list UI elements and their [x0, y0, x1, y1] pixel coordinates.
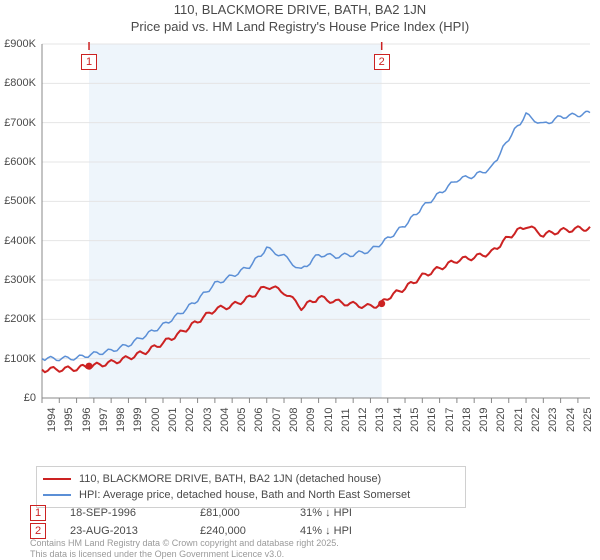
- y-tick-label: £200K: [0, 313, 36, 325]
- x-tick-label: 2019: [478, 408, 490, 432]
- sale-price: £81,000: [200, 507, 300, 519]
- x-tick-label: 2006: [253, 408, 265, 432]
- footer: Contains HM Land Registry data © Crown c…: [30, 538, 339, 560]
- x-tick-label: 2002: [184, 408, 196, 432]
- sale-marker: 1: [30, 505, 46, 521]
- x-tick-label: 2010: [323, 408, 335, 432]
- y-tick-label: £600K: [0, 156, 36, 168]
- x-tick-label: 1997: [98, 408, 110, 432]
- x-tick-label: 2025: [582, 408, 594, 432]
- sale-price: £240,000: [200, 525, 300, 537]
- x-tick-label: 1998: [115, 408, 127, 432]
- x-tick-label: 2018: [461, 408, 473, 432]
- y-tick-label: £300K: [0, 274, 36, 286]
- x-tick-label: 1995: [63, 408, 75, 432]
- sale-row: 1 18-SEP-1996 £81,000 31% ↓ HPI: [30, 504, 420, 522]
- legend-swatch: [43, 494, 71, 496]
- x-tick-label: 2007: [271, 408, 283, 432]
- x-tick-label: 2016: [426, 408, 438, 432]
- x-tick-label: 1996: [81, 408, 93, 432]
- x-tick-label: 2022: [530, 408, 542, 432]
- legend-item: 110, BLACKMORE DRIVE, BATH, BA2 1JN (det…: [43, 471, 459, 487]
- x-tick-label: 2013: [374, 408, 386, 432]
- sale-date: 23-AUG-2013: [70, 525, 200, 537]
- x-tick-label: 2023: [547, 408, 559, 432]
- chart-marker: 1: [81, 54, 97, 70]
- chart-marker: 2: [374, 54, 390, 70]
- y-tick-label: £900K: [0, 38, 36, 50]
- footer-line: Contains HM Land Registry data © Crown c…: [30, 538, 339, 549]
- x-tick-label: 2024: [565, 408, 577, 432]
- sale-diff: 41% ↓ HPI: [300, 525, 420, 537]
- x-tick-label: 2012: [357, 408, 369, 432]
- legend-item: HPI: Average price, detached house, Bath…: [43, 487, 459, 503]
- legend: 110, BLACKMORE DRIVE, BATH, BA2 1JN (det…: [36, 466, 466, 508]
- x-tick-label: 2009: [305, 408, 317, 432]
- legend-swatch: [43, 478, 71, 480]
- x-tick-label: 1999: [132, 408, 144, 432]
- x-tick-label: 2004: [219, 408, 231, 432]
- footer-line: This data is licensed under the Open Gov…: [30, 549, 339, 560]
- y-tick-label: £100K: [0, 353, 36, 365]
- x-tick-label: 2005: [236, 408, 248, 432]
- x-tick-label: 2020: [495, 408, 507, 432]
- x-tick-label: 1994: [46, 408, 58, 432]
- x-tick-label: 2017: [444, 408, 456, 432]
- x-tick-label: 2003: [202, 408, 214, 432]
- y-tick-label: £500K: [0, 195, 36, 207]
- sales-table: 1 18-SEP-1996 £81,000 31% ↓ HPI 2 23-AUG…: [30, 504, 420, 540]
- title-line-2: Price paid vs. HM Land Registry's House …: [0, 19, 600, 38]
- x-tick-label: 2001: [167, 408, 179, 432]
- sale-diff: 31% ↓ HPI: [300, 507, 420, 519]
- x-tick-label: 2021: [513, 408, 525, 432]
- y-tick-label: £700K: [0, 117, 36, 129]
- sale-date: 18-SEP-1996: [70, 507, 200, 519]
- y-tick-label: £0: [0, 392, 36, 404]
- y-tick-label: £400K: [0, 235, 36, 247]
- y-tick-label: £800K: [0, 77, 36, 89]
- x-tick-label: 2014: [392, 408, 404, 432]
- legend-label: 110, BLACKMORE DRIVE, BATH, BA2 1JN (det…: [79, 473, 381, 485]
- price-chart: £0 £100K £200K £300K £400K £500K £600K £700K £80…: [0, 38, 600, 428]
- sale-marker: 2: [30, 523, 46, 539]
- x-tick-label: 2011: [340, 408, 352, 432]
- x-tick-label: 2015: [409, 408, 421, 432]
- x-tick-label: 2000: [150, 408, 162, 432]
- legend-label: HPI: Average price, detached house, Bath…: [79, 489, 410, 501]
- title-line-1: 110, BLACKMORE DRIVE, BATH, BA2 1JN: [0, 0, 600, 19]
- x-tick-label: 2008: [288, 408, 300, 432]
- sale-row: 2 23-AUG-2013 £240,000 41% ↓ HPI: [30, 522, 420, 540]
